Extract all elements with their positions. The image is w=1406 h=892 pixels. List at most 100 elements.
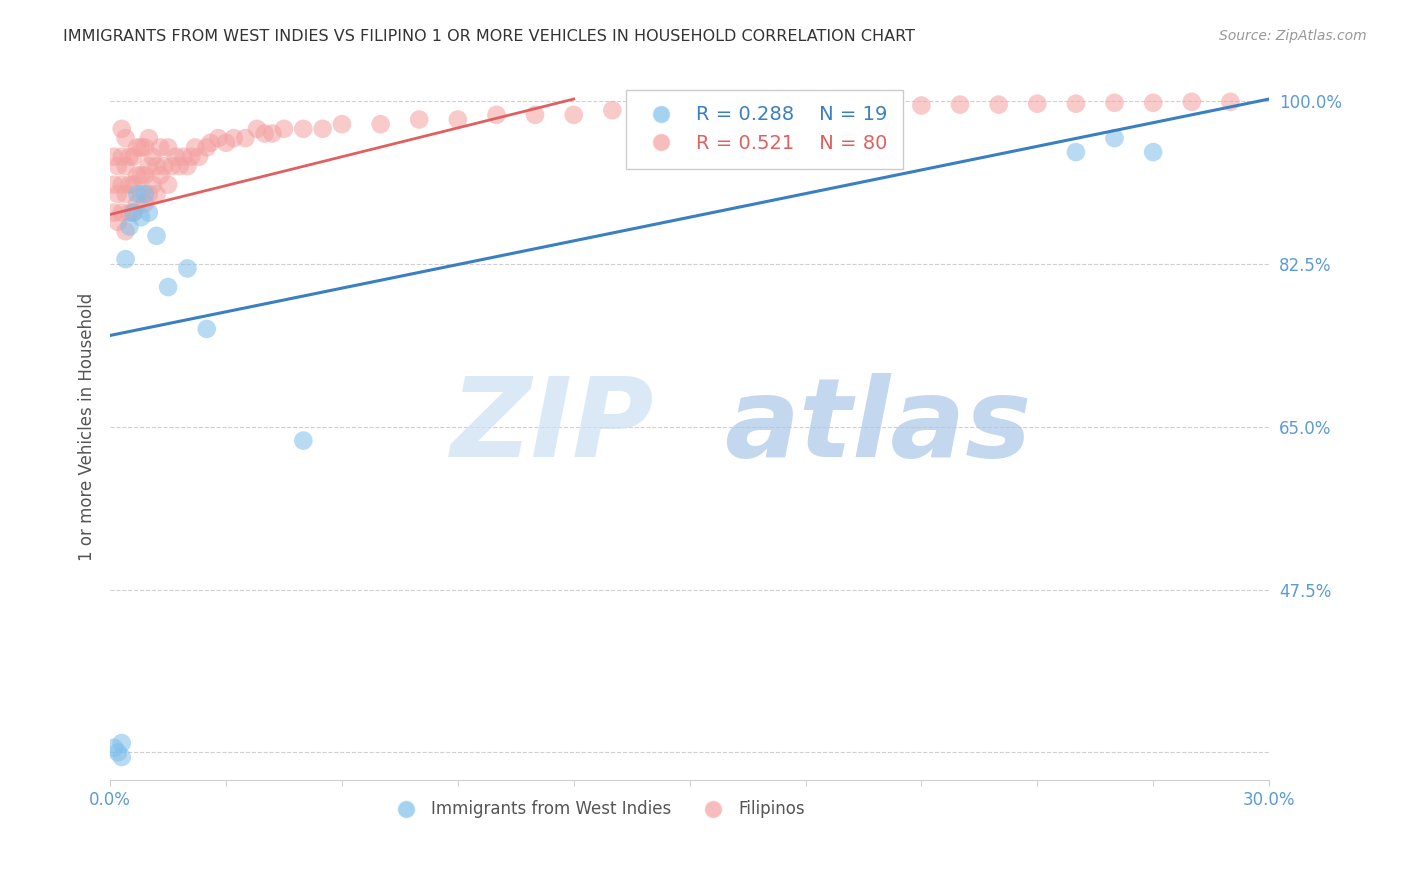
Point	[118, 178, 141, 192]
Point	[176, 261, 198, 276]
Point	[447, 112, 470, 127]
Point	[145, 228, 167, 243]
Point	[111, 750, 134, 764]
Point	[129, 169, 152, 183]
Point	[253, 127, 276, 141]
Point	[195, 140, 218, 154]
Point	[122, 150, 145, 164]
Point	[157, 280, 180, 294]
Point	[157, 178, 180, 192]
Text: IMMIGRANTS FROM WEST INDIES VS FILIPINO 1 OR MORE VEHICLES IN HOUSEHOLD CORRELAT: IMMIGRANTS FROM WEST INDIES VS FILIPINO …	[63, 29, 915, 44]
Point	[134, 140, 156, 154]
Point	[142, 150, 165, 164]
Point	[222, 131, 245, 145]
Point	[200, 136, 222, 150]
Point	[910, 98, 932, 112]
Point	[149, 169, 172, 183]
Point	[1064, 145, 1087, 160]
Point	[114, 131, 136, 145]
Text: ZIP: ZIP	[451, 373, 655, 480]
Point	[1064, 96, 1087, 111]
Point	[122, 205, 145, 219]
Point	[107, 745, 129, 759]
Point	[138, 159, 160, 173]
Point	[118, 150, 141, 164]
Point	[129, 140, 152, 154]
Point	[987, 97, 1010, 112]
Point	[149, 140, 172, 154]
Point	[103, 150, 125, 164]
Point	[134, 196, 156, 211]
Point	[138, 186, 160, 201]
Point	[195, 322, 218, 336]
Point	[138, 205, 160, 219]
Point	[173, 150, 195, 164]
Text: atlas: atlas	[724, 373, 1032, 480]
Point	[311, 121, 333, 136]
Point	[215, 136, 238, 150]
Point	[118, 219, 141, 234]
Point	[107, 215, 129, 229]
Point	[103, 205, 125, 219]
Point	[262, 127, 284, 141]
Point	[292, 434, 315, 448]
Point	[207, 131, 229, 145]
Point	[111, 178, 134, 192]
Point	[127, 196, 149, 211]
Point	[127, 186, 149, 201]
Point	[273, 121, 295, 136]
Point	[408, 112, 430, 127]
Point	[184, 140, 207, 154]
Point	[129, 186, 152, 201]
Point	[872, 98, 894, 112]
Point	[176, 159, 198, 173]
Point	[1181, 95, 1204, 109]
Point	[153, 159, 176, 173]
Text: Source: ZipAtlas.com: Source: ZipAtlas.com	[1219, 29, 1367, 43]
Point	[1142, 95, 1164, 110]
Point	[160, 159, 183, 173]
Point	[122, 178, 145, 192]
Point	[1219, 95, 1241, 109]
Point	[246, 121, 269, 136]
Point	[103, 740, 125, 755]
Point	[292, 121, 315, 136]
Point	[111, 205, 134, 219]
Point	[145, 159, 167, 173]
Point	[114, 186, 136, 201]
Point	[134, 169, 156, 183]
Point	[330, 117, 353, 131]
Point	[169, 159, 191, 173]
Point	[114, 224, 136, 238]
Point	[524, 108, 547, 122]
Point	[157, 140, 180, 154]
Point	[129, 211, 152, 225]
Point	[134, 186, 156, 201]
Point	[111, 121, 134, 136]
Point	[562, 108, 585, 122]
Point	[107, 159, 129, 173]
Point	[122, 205, 145, 219]
Point	[370, 117, 392, 131]
Point	[602, 103, 624, 118]
Point	[114, 252, 136, 266]
Point	[111, 150, 134, 164]
Point	[103, 178, 125, 192]
Point	[485, 108, 508, 122]
Point	[114, 159, 136, 173]
Point	[1104, 131, 1126, 145]
Point	[111, 736, 134, 750]
Point	[142, 178, 165, 192]
Point	[1104, 95, 1126, 110]
Point	[145, 186, 167, 201]
Legend: Immigrants from West Indies, Filipinos: Immigrants from West Indies, Filipinos	[382, 794, 811, 825]
Point	[127, 169, 149, 183]
Point	[165, 150, 187, 164]
Point	[127, 140, 149, 154]
Point	[1142, 145, 1164, 160]
Point	[640, 103, 662, 118]
Y-axis label: 1 or more Vehicles in Household: 1 or more Vehicles in Household	[79, 293, 96, 561]
Point	[235, 131, 257, 145]
Point	[1026, 96, 1049, 111]
Point	[949, 97, 972, 112]
